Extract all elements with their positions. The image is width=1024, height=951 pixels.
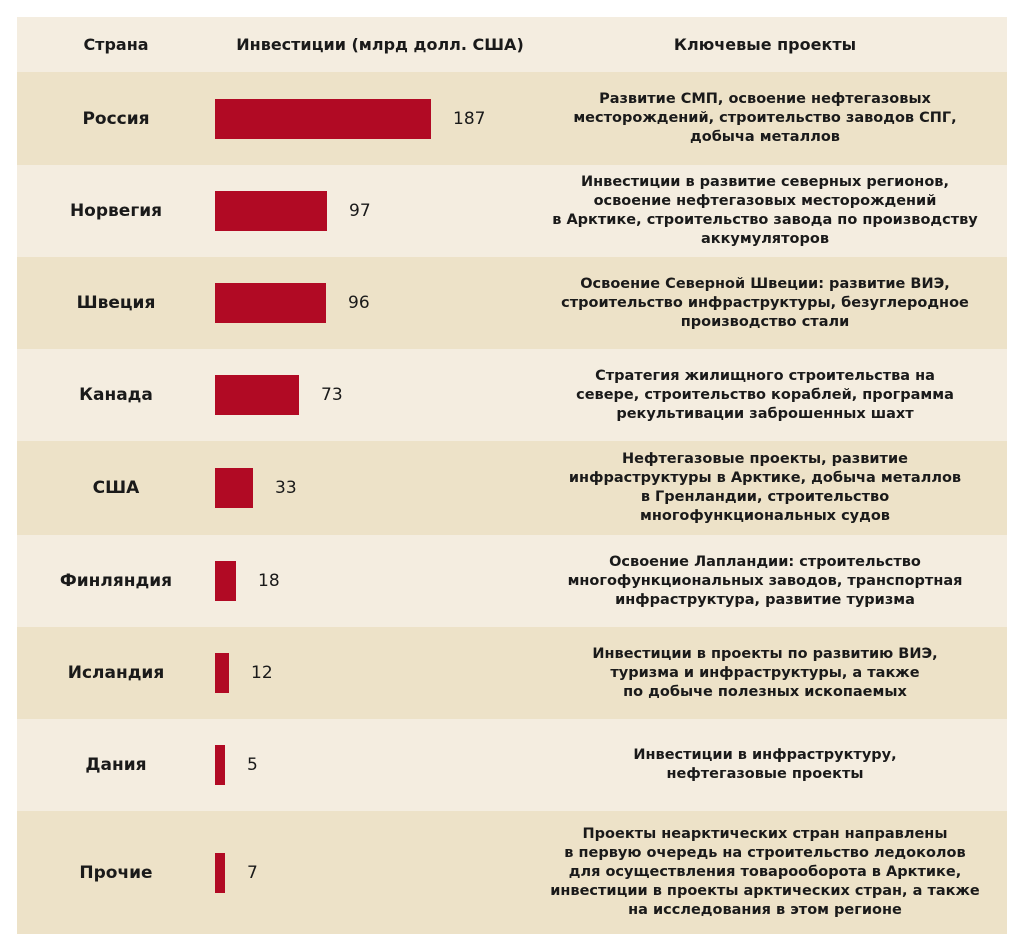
bar-cell: 187 bbox=[215, 72, 545, 165]
bar-8 bbox=[215, 852, 225, 893]
projects-text: Освоение Лапландии: строительство многоф… bbox=[567, 553, 963, 608]
table-row: Прочие 7 Проекты неарктических стран напра… bbox=[17, 811, 1007, 934]
country-label: Прочие bbox=[79, 862, 153, 883]
bar-value-label: 7 bbox=[247, 862, 258, 883]
table-row: Швеция 96 Освоение Северной Швеции: развит… bbox=[17, 257, 1007, 349]
table-row: Норвегия 97 Инвестиции в развитие северных… bbox=[17, 165, 1007, 257]
bar-cell: 18 bbox=[215, 535, 545, 627]
projects-text: Развитие СМП, освоение нефтегазовых мест… bbox=[573, 91, 957, 145]
bar-value-label: 73 bbox=[321, 385, 343, 405]
bar-cell: 12 bbox=[215, 627, 545, 719]
bar-cell: 5 bbox=[215, 719, 545, 811]
bar-5 bbox=[215, 561, 236, 601]
table-row: Россия 187 Развитие СМП, освоение нефтегаз… bbox=[17, 72, 1007, 165]
header-country: Страна bbox=[83, 35, 149, 54]
bar-cell: 73 bbox=[215, 349, 545, 441]
bar-4 bbox=[215, 468, 253, 508]
table-body: Россия 187 Развитие СМП, освоение нефтегаз… bbox=[17, 72, 1007, 934]
bar-6 bbox=[215, 653, 229, 693]
table-header: Страна Инвестиции (млрд долл. США) Ключе… bbox=[17, 17, 1007, 72]
projects-text: Инвестиции в проекты по развитию ВИЭ, ту… bbox=[592, 645, 938, 700]
projects-text: Нефтегазовые проекты, развитие инфрастру… bbox=[568, 451, 962, 524]
country-label: Россия bbox=[82, 108, 150, 129]
bar-cell: 97 bbox=[215, 165, 545, 257]
country-label: Финляндия bbox=[59, 571, 173, 591]
projects-text: Проекты неарктических стран направлены в… bbox=[550, 826, 980, 918]
country-label: Дания bbox=[85, 755, 147, 775]
header-projects: Ключевые проекты bbox=[673, 35, 857, 54]
bar-value-label: 96 bbox=[348, 293, 370, 313]
table-row: Дания 5 Инвестиции в инфраструктуру, нефте… bbox=[17, 719, 1007, 811]
investment-table: Страна Инвестиции (млрд долл. США) Ключе… bbox=[17, 17, 1007, 934]
country-label: Норвегия bbox=[69, 201, 163, 221]
bar-cell: 33 bbox=[215, 441, 545, 535]
table-row: Канада 73 Стратегия жилищного строительств… bbox=[17, 349, 1007, 441]
bar-cell: 96 bbox=[215, 257, 545, 349]
bar-3 bbox=[215, 375, 299, 415]
country-label: США bbox=[92, 478, 140, 498]
projects-text: Инвестиции в инфраструктуру, нефтегазовы… bbox=[633, 747, 897, 782]
country-label: Канада bbox=[79, 385, 153, 405]
bar-value-label: 5 bbox=[247, 755, 258, 775]
bar-7 bbox=[215, 745, 225, 785]
bar-1 bbox=[215, 191, 327, 231]
bar-value-label: 97 bbox=[349, 201, 371, 221]
bar-cell: 7 bbox=[215, 811, 545, 934]
table-row: Исландия 12 Инвестиции в проекты по развит… bbox=[17, 627, 1007, 719]
country-label: Швеция bbox=[76, 293, 156, 313]
country-label: Исландия bbox=[67, 663, 165, 683]
bar-value-label: 18 bbox=[258, 571, 280, 591]
projects-text: Стратегия жилищного строительства на сев… bbox=[576, 367, 954, 422]
projects-text: Инвестиции в развитие северных регионов,… bbox=[552, 174, 978, 247]
table-row: США 33 Нефтегазовые проекты, развитие инфр… bbox=[17, 441, 1007, 535]
bar-value-label: 12 bbox=[251, 663, 273, 683]
table-row: Финляндия 18 Освоение Лапландии: строитель… bbox=[17, 535, 1007, 627]
header-investments: Инвестиции (млрд долл. США) bbox=[236, 35, 524, 54]
bar-0 bbox=[215, 98, 431, 139]
bar-value-label: 187 bbox=[453, 108, 486, 129]
bar-value-label: 33 bbox=[275, 478, 297, 498]
bar-2 bbox=[215, 283, 326, 323]
projects-text: Освоение Северной Швеции: развитие ВИЭ, … bbox=[561, 275, 969, 330]
